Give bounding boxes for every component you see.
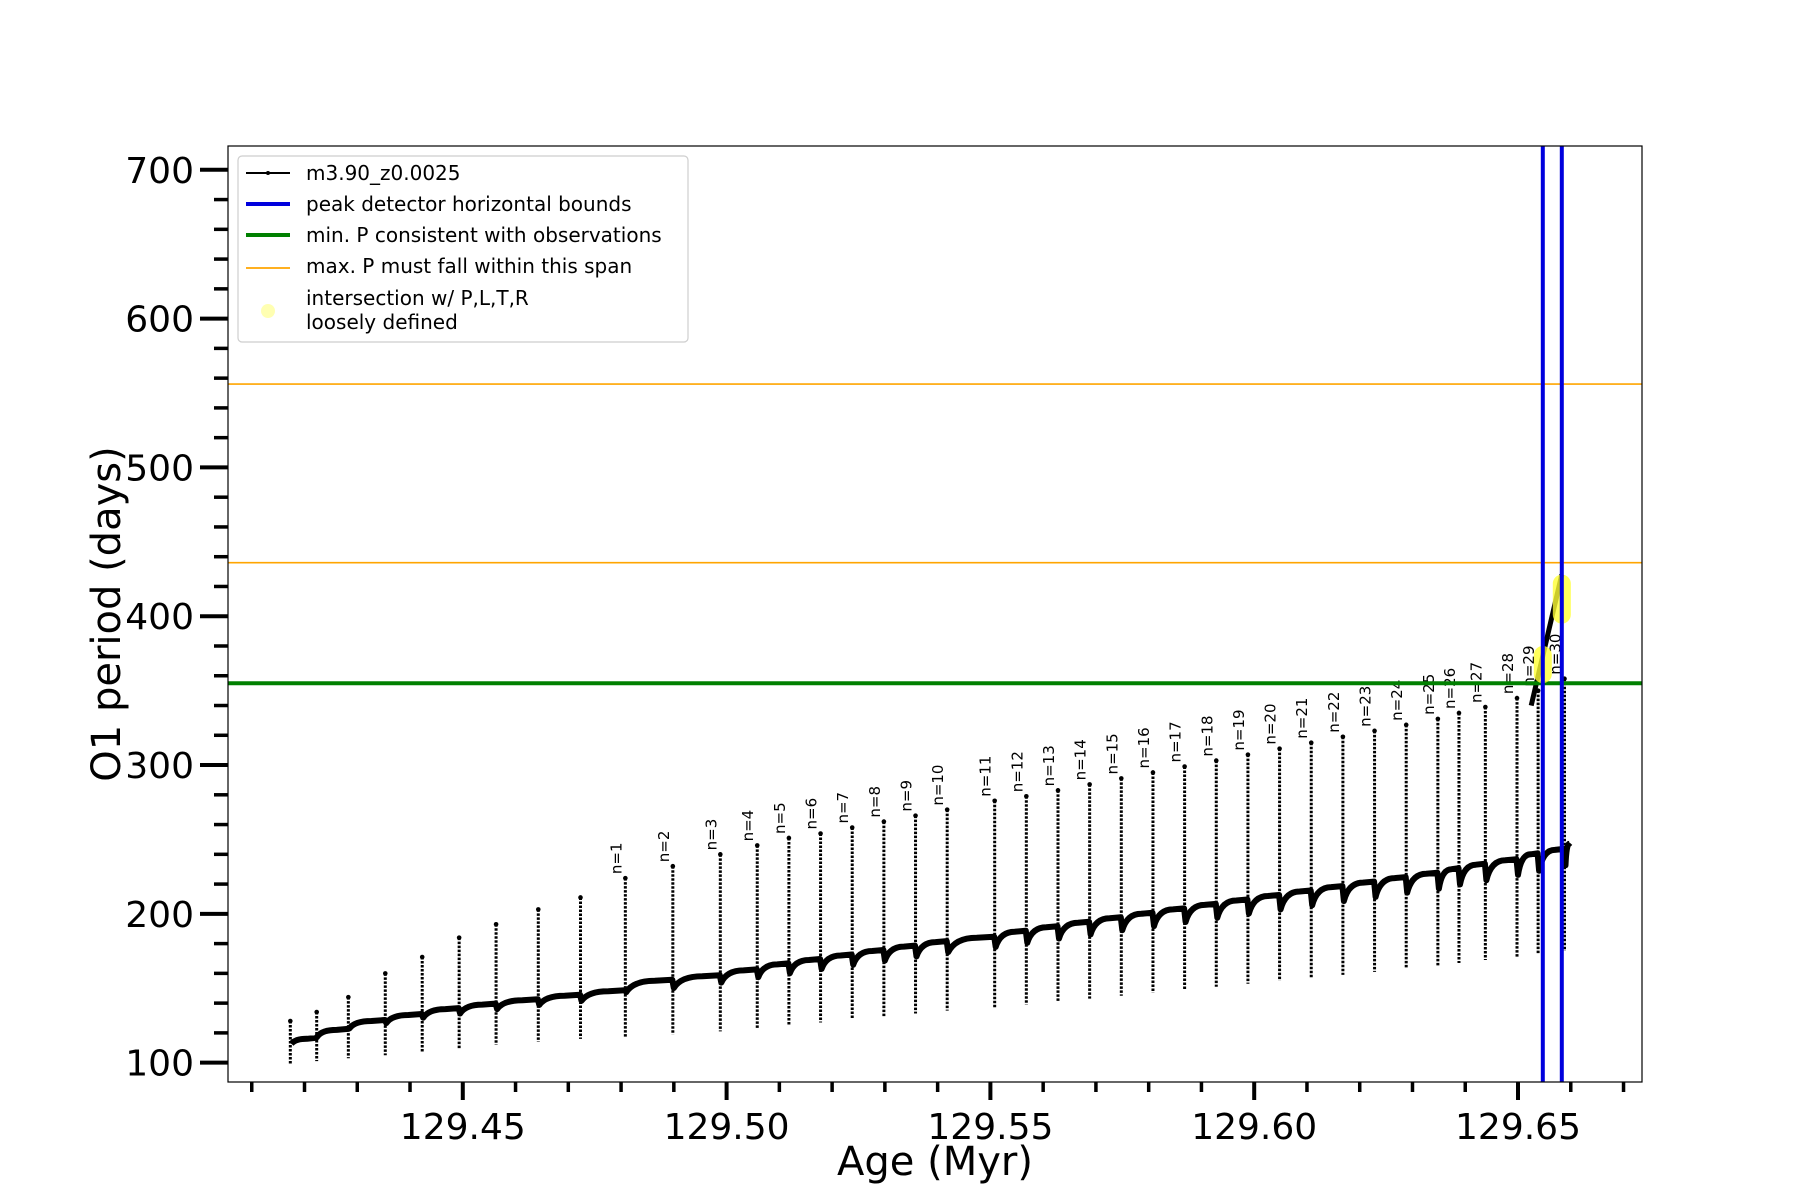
legend-label: m3.90_z0.0025 xyxy=(306,161,461,185)
pulse-peak-point xyxy=(1456,710,1462,716)
pulse-peak-point xyxy=(913,813,918,818)
pulse-peak-point xyxy=(578,895,583,900)
pulse-label: n=9 xyxy=(898,780,916,812)
pulse-label: n=12 xyxy=(1008,751,1026,792)
axes: 100 200 300 400 500 600 700 129.45 129.50 129.55 1… xyxy=(125,151,1626,1148)
pulse-label: n=17 xyxy=(1167,721,1185,762)
x-tick-label: 129.55 xyxy=(927,1107,1053,1148)
pulse-peak-point xyxy=(718,852,723,857)
pulse-label: n=28 xyxy=(1499,653,1517,694)
pulse-label: n=14 xyxy=(1072,739,1090,780)
pulse-label: n=15 xyxy=(1103,733,1121,774)
pulse-peak-point xyxy=(288,1018,293,1024)
pulse-peak-point xyxy=(992,798,997,804)
pulse-peak-point xyxy=(1245,752,1251,757)
pulse-peak-point xyxy=(1087,782,1092,787)
pulse-label: n=8 xyxy=(866,786,884,818)
pulse-label: n=21 xyxy=(1293,698,1311,739)
pulse-label: n=26 xyxy=(1441,668,1459,709)
pulse-label: n=3 xyxy=(702,819,720,851)
pulse-label: n=19 xyxy=(1230,709,1248,750)
pulse-peak-point xyxy=(1182,764,1187,769)
pulse-label: n=4 xyxy=(739,810,757,842)
plot-frame xyxy=(227,145,1643,1083)
pulse-label: n=22 xyxy=(1325,692,1343,733)
x-tick-label: 129.50 xyxy=(664,1107,790,1148)
x-tick-label: 129.45 xyxy=(400,1107,526,1148)
legend-label-line2: loosely defined xyxy=(306,310,458,334)
legend-handle-marker xyxy=(266,171,270,175)
legend-label: peak detector horizontal bounds xyxy=(306,192,632,216)
pulse-peak-point xyxy=(1213,758,1219,763)
pulse-label: n=25 xyxy=(1420,674,1438,715)
legend-label: max. P must fall within this span xyxy=(306,254,632,278)
pulse-peak-point xyxy=(1150,770,1156,775)
pulse-peak-point xyxy=(1483,704,1488,710)
pulse-peak-point xyxy=(419,954,425,960)
x-tick-label: 129.65 xyxy=(1455,1107,1581,1148)
legend-box xyxy=(237,155,689,343)
pulse-label: n=2 xyxy=(655,831,673,863)
pulse-peak-point xyxy=(314,1009,319,1015)
x-tick-label: 129.60 xyxy=(1191,1107,1317,1148)
pulse-peak-point xyxy=(382,971,388,976)
y-tick-label: 600 xyxy=(125,300,194,341)
y-tick-label: 700 xyxy=(125,151,194,192)
pulse-peak-point xyxy=(493,921,499,927)
pulse-label: n=18 xyxy=(1198,715,1216,756)
pulse-peak-point xyxy=(456,935,462,940)
y-axis-label: O1 period (days) xyxy=(84,446,130,781)
pulse-peak-point xyxy=(1277,746,1282,751)
pulse-peak-point xyxy=(1024,793,1029,799)
pulse-peak-point xyxy=(670,863,676,869)
pulse-label: n=5 xyxy=(771,802,789,834)
pulse-label: n=23 xyxy=(1357,686,1375,727)
pulse-label: n=6 xyxy=(803,798,821,830)
pulse-peak-point xyxy=(944,807,950,812)
pulse-label: n=16 xyxy=(1135,727,1153,768)
pulse-label: n=10 xyxy=(929,765,947,806)
pulse-peak-point xyxy=(1435,716,1441,722)
pulse-peak-point xyxy=(1340,734,1346,740)
pulse-peak-point xyxy=(346,994,351,1000)
pulse-label: n=11 xyxy=(977,756,995,797)
pulse-peak-point xyxy=(1403,722,1409,728)
pulse-peak-point xyxy=(1119,776,1124,781)
pulse-peak-point xyxy=(1308,740,1314,746)
pulse-peak-point xyxy=(754,843,760,848)
y-tick-label: 100 xyxy=(125,1044,194,1085)
y-tick-label: 200 xyxy=(125,895,194,936)
series-base-curve xyxy=(288,840,1573,1046)
pulse-label: n=29 xyxy=(1520,645,1538,686)
y-tick-label: 500 xyxy=(125,448,194,489)
plot-area: n=1 n=2 n=3 n=4 n=5 n=6 n=7 n=8 n=9 n=10 n=11 n=12 n… xyxy=(228,146,1642,1082)
pulse-label: n=20 xyxy=(1262,703,1280,744)
pulse-label: n=7 xyxy=(834,792,852,824)
pulse-peak-point xyxy=(1372,728,1377,734)
legend-label: intersection w/ P,L,T,R xyxy=(306,286,529,310)
pulse-label: n=13 xyxy=(1040,745,1058,786)
pulse-peak-point xyxy=(1514,695,1520,701)
pulse-peak-point xyxy=(849,825,855,830)
pulse-peak-point xyxy=(1055,788,1061,793)
pulse-label: n=24 xyxy=(1388,680,1406,721)
pulse-peak-point xyxy=(881,819,887,824)
pulse-peak-point xyxy=(623,875,628,881)
pulse-label: n=1 xyxy=(607,843,625,875)
pulse-peak-point xyxy=(535,907,541,912)
legend-handle xyxy=(261,304,275,318)
y-tick-label: 400 xyxy=(125,597,194,638)
x-axis-label: Age (Myr) xyxy=(837,1139,1033,1185)
pulse-peak-point xyxy=(818,831,823,836)
pulse-peak-point xyxy=(786,835,792,841)
y-tick-label: 300 xyxy=(125,746,194,787)
legend-label: min. P consistent with observations xyxy=(306,223,662,247)
